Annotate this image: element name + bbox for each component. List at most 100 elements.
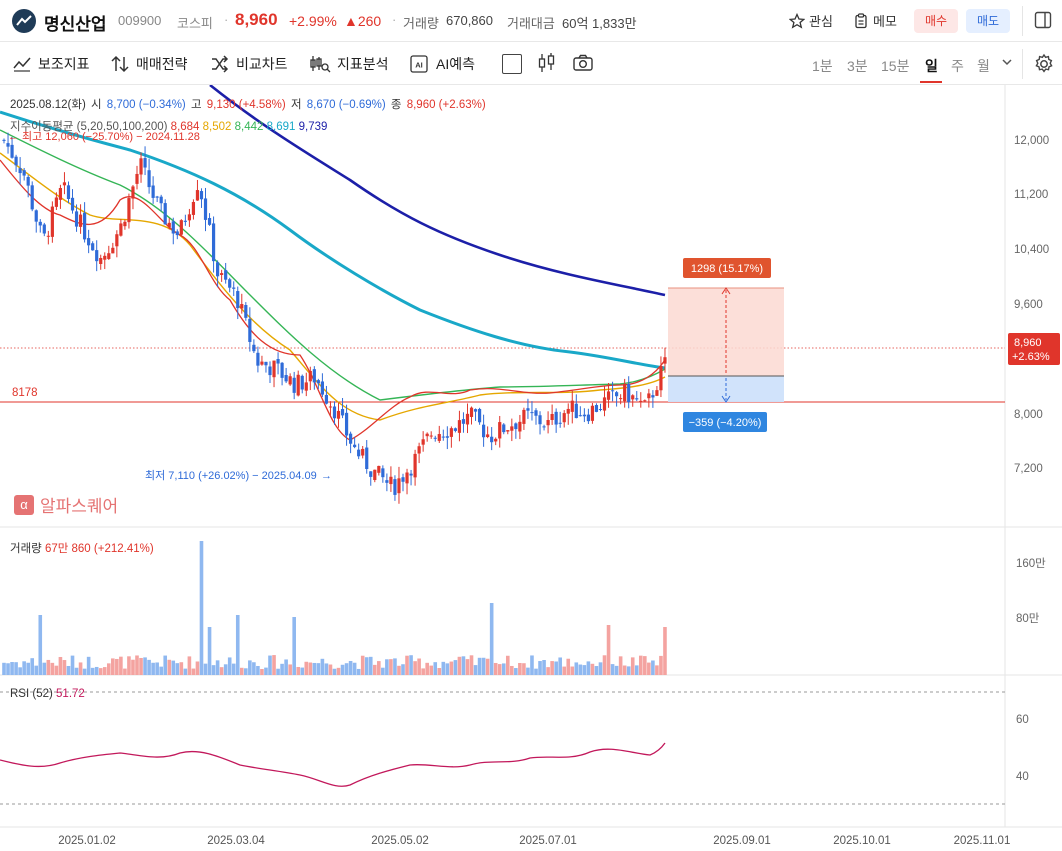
x-tick: 2025.10.01: [833, 835, 891, 847]
candle-body: [280, 362, 284, 378]
volume-bar: [66, 665, 71, 675]
period-1min[interactable]: 1분: [812, 58, 833, 74]
candle-body: [453, 428, 457, 431]
candle-body: [131, 186, 135, 199]
period-3min[interactable]: 3분: [847, 58, 868, 74]
volume-bar: [409, 655, 413, 675]
strategy-tool[interactable]: 매매전략: [110, 54, 188, 74]
ma20-line: [0, 152, 666, 421]
volume-bar: [356, 668, 361, 675]
volume-bar: [385, 659, 389, 675]
candle-body: [22, 170, 26, 176]
candle-body: [413, 453, 417, 478]
volume-bar: [239, 667, 244, 675]
watchlist-button[interactable]: 관심: [789, 11, 833, 30]
memo-button[interactable]: 메모: [853, 11, 897, 30]
volume-bar: [199, 541, 204, 675]
candle-body: [62, 182, 67, 186]
gain-badge-text: 1298 (15.17%): [691, 263, 763, 275]
ma100-value: 8,691: [266, 121, 296, 133]
panel-icon: [1034, 11, 1052, 29]
period-dropdown[interactable]: [1000, 55, 1014, 74]
volume-bar: [433, 662, 438, 675]
period-week[interactable]: 주: [951, 58, 964, 74]
candle-body: [377, 465, 381, 473]
candle-body: [542, 426, 546, 428]
volume-bar: [643, 656, 647, 675]
period-month[interactable]: 월: [977, 58, 990, 74]
price-tag-pct: +2.63%: [1012, 351, 1050, 363]
chart-settings-button[interactable]: [1033, 53, 1055, 80]
ai-forecast-tool[interactable]: AI AI예측: [408, 54, 475, 74]
candle-body: [183, 220, 187, 222]
period-15min[interactable]: 15분: [881, 58, 910, 74]
volume-bar: [280, 663, 284, 675]
period-day[interactable]: 일: [925, 58, 938, 74]
screenshot-button[interactable]: [572, 53, 594, 78]
candle-body: [256, 352, 260, 366]
tool-label: AI예측: [436, 56, 475, 72]
volume-bar: [139, 657, 143, 675]
ma100-line: [0, 110, 666, 370]
vol-tick: 80만: [1016, 612, 1040, 625]
candle-body: [582, 414, 586, 417]
square-view-button[interactable]: [502, 54, 522, 74]
candle-body: [135, 173, 139, 184]
candle-body: [554, 411, 558, 425]
volume-bar: [46, 659, 51, 675]
candlestick-icon: [538, 53, 555, 72]
candle-body: [344, 412, 349, 436]
volume-bar: [626, 666, 631, 675]
volume-axis: 160만 80만: [1016, 557, 1046, 625]
ma-legend: 지수이동평균 (5,20,50,100,200) 8,684 8,502 8,4…: [10, 118, 327, 134]
candle-body: [369, 471, 373, 477]
star-icon: [789, 12, 805, 29]
volume-bar: [510, 665, 514, 675]
volume-bar: [102, 667, 107, 675]
price-chart[interactable]: 12,000 11,200 10,400 9,600 8,000 7,200 8…: [0, 85, 1062, 851]
candle-body: [74, 211, 79, 227]
volume-bar: [215, 660, 220, 675]
side-panel-toggle[interactable]: [1033, 10, 1053, 30]
volume-bar: [542, 660, 546, 675]
analysis-tool[interactable]: 지표분석: [309, 54, 389, 74]
candle-body: [538, 415, 542, 425]
stock-code: 009900: [118, 13, 162, 28]
volume-bar: [2, 662, 6, 675]
candle-body: [546, 420, 550, 426]
volume-bar: [308, 662, 313, 675]
buy-button[interactable]: 매수: [914, 9, 958, 33]
volume-bar: [203, 663, 208, 675]
indicator-tool[interactable]: 보조지표: [12, 54, 90, 74]
candle-body: [14, 156, 18, 166]
compare-tool[interactable]: 비교차트: [210, 54, 288, 74]
candle-body: [651, 395, 655, 398]
volume-bar: [328, 664, 333, 675]
candle-type-button[interactable]: [537, 52, 557, 79]
candle-body: [191, 201, 196, 215]
volume-bar: [227, 657, 232, 675]
high-label: 고: [190, 99, 202, 111]
volume-bar: [219, 667, 224, 675]
volume-bar: [34, 665, 39, 675]
price-tag-value: 8,960: [1014, 337, 1042, 349]
volume-bar: [276, 668, 280, 675]
volume-bar: [421, 668, 425, 675]
volume-bar: [292, 617, 296, 675]
alphasquare-logo: α 알파스퀘어: [14, 492, 118, 517]
sell-button[interactable]: 매도: [966, 9, 1010, 33]
candle-body: [361, 448, 365, 456]
volume-bar: [143, 657, 147, 675]
volume-bar: [86, 656, 91, 675]
volume-bar: [183, 668, 188, 675]
candlesticks: [2, 132, 667, 504]
volume-bar: [590, 663, 595, 675]
volume-bar: [340, 664, 345, 675]
candle-body: [276, 359, 280, 364]
candle-body: [490, 436, 494, 443]
volume-bar: [618, 656, 623, 675]
watchlist-label: 관심: [809, 14, 833, 29]
candle-body: [514, 423, 518, 430]
volume-bar: [235, 615, 240, 675]
price-axis: 12,000 11,200 10,400 9,600 8,000 7,200: [1014, 135, 1049, 475]
